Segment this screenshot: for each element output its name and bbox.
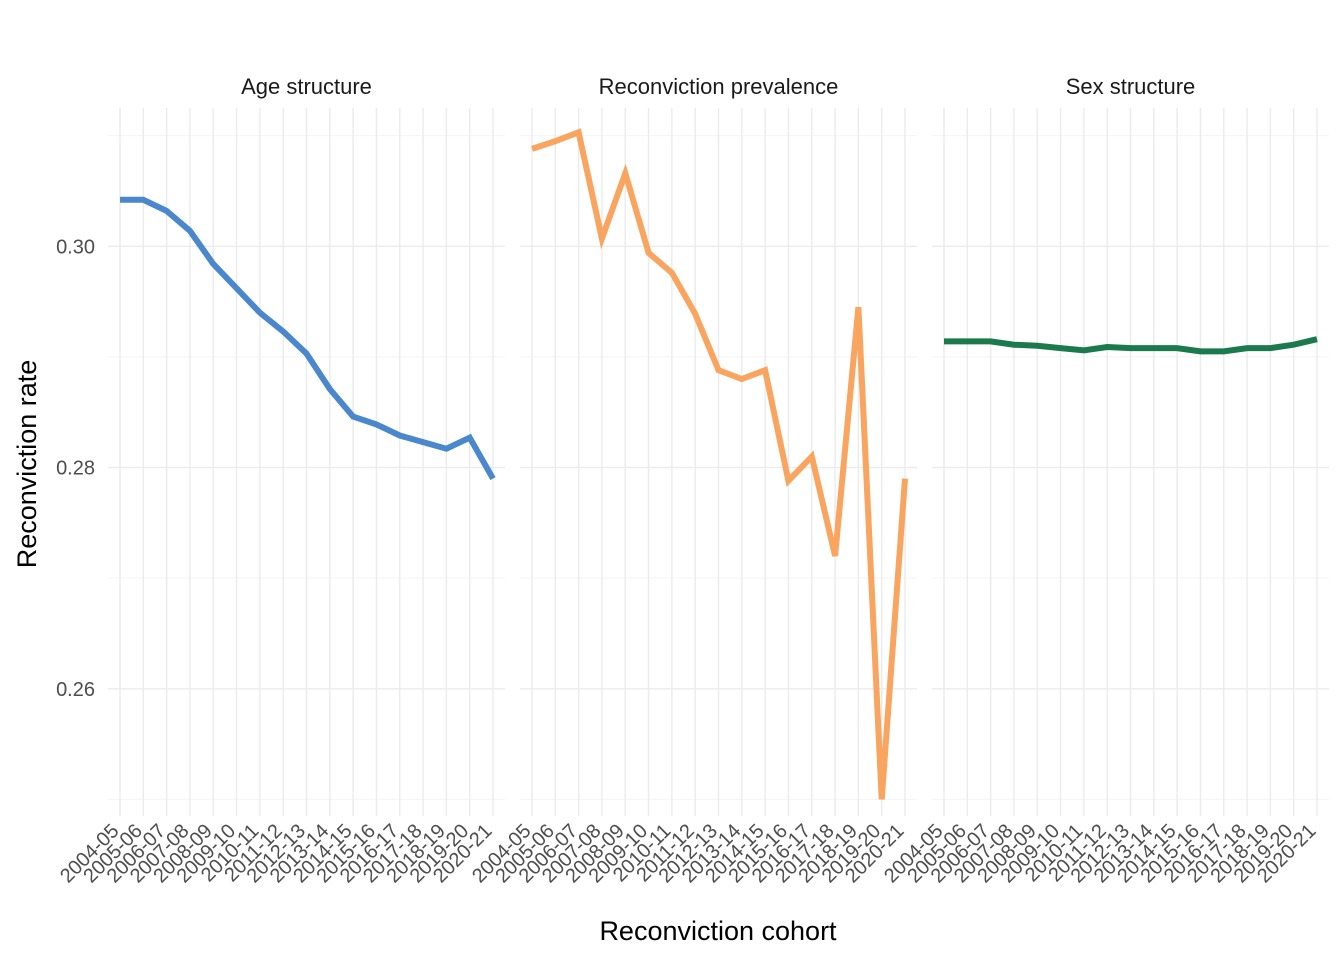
series-line <box>120 196 496 481</box>
y-tick-label: 0.30 <box>56 236 95 258</box>
y-tick-label: 0.26 <box>56 679 95 701</box>
panel-1: Age structure2004-052005-062006-072007-0… <box>56 74 505 887</box>
y-axis-title: Reconviction rate <box>12 360 42 569</box>
series-line <box>531 128 908 800</box>
panel-title: Sex structure <box>1066 74 1196 99</box>
series-line <box>944 336 1318 355</box>
panel-3: Sex structure2004-052005-062006-072007-0… <box>880 74 1329 887</box>
x-axis-title: Reconviction cohort <box>599 916 837 946</box>
panel-title: Reconviction prevalence <box>599 74 839 99</box>
chart-panels: Age structure2004-052005-062006-072007-0… <box>56 74 1329 887</box>
y-axis: 0.26 0.28 0.30 <box>56 236 95 701</box>
y-tick-label: 0.28 <box>56 458 95 480</box>
panel-title: Age structure <box>241 74 372 99</box>
panel-2: Reconviction prevalence2004-052005-06200… <box>468 74 917 887</box>
